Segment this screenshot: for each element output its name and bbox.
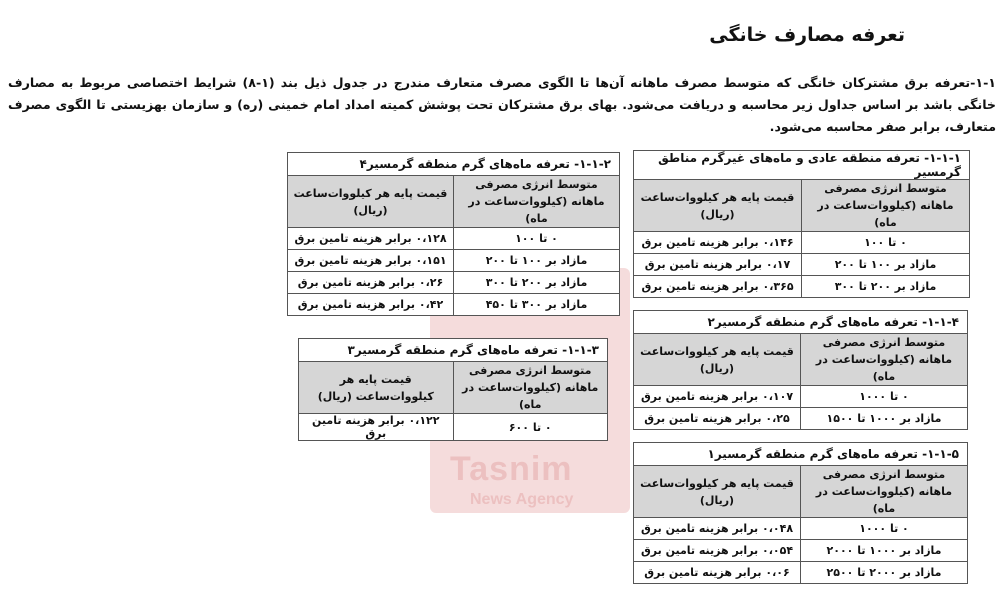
table-row: مازاد بر ۲۰۰۰ تا ۲۵۰۰ ۰،۰۶ برابر هزینه تا… — [633, 561, 968, 584]
table-row: ۰ تا ۱۰۰۰ ۰،۰۴۸ برابر هزینه تامین برق — [633, 517, 968, 540]
price-cell: ۰،۰۴۸ برابر هزینه تامین برق — [633, 517, 801, 540]
range-cell: ۰ تا ۱۰۰۰ — [800, 517, 968, 540]
price-cell: ۰،۰۵۴ برابر هزینه تامین برق — [633, 539, 801, 562]
price-cell: ۰،۱۷ برابر هزینه تامین برق — [633, 253, 802, 276]
price-cell: ۰،۰۶ برابر هزینه تامین برق — [633, 561, 801, 584]
range-cell: ۰ تا ۱۰۰ — [453, 227, 620, 250]
column-header: متوسط انرژی مصرفی ماهانه (کیلووات‌ساعت د… — [453, 175, 620, 228]
table-row: مازاد بر ۱۰۰۰ تا ۲۰۰۰ ۰،۰۵۴ برابر هزینه ت… — [633, 539, 968, 562]
price-cell: ۰،۱۲۸ برابر هزینه تامین برق — [287, 227, 454, 250]
watermark-text: Tasnim — [450, 450, 573, 488]
table-header-row: متوسط انرژی مصرفی ماهانه (کیلووات‌ساعت د… — [633, 465, 968, 518]
price-cell: ۰،۲۶ برابر هزینه تامین برق — [287, 271, 454, 294]
table-caption: ۱-۱-۵- تعرفه ماه‌های گرم منطقه گرمسیر۱ — [633, 442, 968, 466]
table-row: مازاد بر ۳۰۰ تا ۴۵۰ ۰،۴۲ برابر هزینه تامی… — [287, 293, 620, 316]
range-cell: مازاد بر ۲۰۰۰ تا ۲۵۰۰ — [800, 561, 968, 584]
price-cell: ۰،۱۴۶ برابر هزینه تامین برق — [633, 231, 802, 254]
range-cell: مازاد بر ۱۰۰ تا ۲۰۰ — [453, 249, 620, 272]
table-row: ۰ تا ۱۰۰۰ ۰،۱۰۷ برابر هزینه تامین برق — [633, 385, 968, 408]
table-row: مازاد بر ۲۰۰ تا ۳۰۰ ۰،۳۶۵ برابر هزینه تام… — [633, 275, 970, 298]
column-header: قیمت پایه هر کیلووات‌ساعت (ریال) — [287, 175, 454, 228]
range-cell: مازاد بر ۲۰۰ تا ۳۰۰ — [801, 275, 970, 298]
range-cell: مازاد بر ۱۰۰۰ تا ۱۵۰۰ — [800, 407, 968, 430]
table-row: مازاد بر ۲۰۰ تا ۳۰۰ ۰،۲۶ برابر هزینه تامی… — [287, 271, 620, 294]
page-title: تعرفه مصارف خانگی — [709, 24, 905, 46]
price-cell: ۰،۱۲۲ برابر هزینه تامین برق — [298, 413, 454, 441]
range-cell: ۰ تا ۶۰۰ — [452, 413, 608, 441]
table-header-row: متوسط انرژی مصرفی ماهانه (کیلووات‌ساعت د… — [633, 333, 968, 386]
tariff-table-t5: ۱-۱-۵- تعرفه ماه‌های گرم منطقه گرمسیر۱ مت… — [633, 442, 968, 584]
range-cell: ۰ تا ۱۰۰۰ — [800, 385, 968, 408]
table-caption: ۱-۱-۴- تعرفه ماه‌های گرم منطقه گرمسیر۲ — [633, 310, 968, 334]
table-caption: ۱-۱-۳- تعرفه ماه‌های گرم منطقه گرمسیر۳ — [298, 338, 608, 362]
table-row: مازاد بر ۱۰۰۰ تا ۱۵۰۰ ۰،۲۵ برابر هزینه تا… — [633, 407, 968, 430]
table-row: مازاد بر ۱۰۰ تا ۲۰۰ ۰،۱۷ برابر هزینه تامی… — [633, 253, 970, 276]
column-header: قیمت پایه هر کیلووات‌ساعت (ریال) — [633, 333, 801, 386]
table-row: مازاد بر ۱۰۰ تا ۲۰۰ ۰،۱۵۱ برابر هزینه تام… — [287, 249, 620, 272]
intro-paragraph: ۱-۱-تعرفه برق مشترکان خانگی که متوسط مصر… — [8, 75, 996, 134]
table-caption: ۱-۱-۲- تعرفه ماه‌های گرم منطقه گرمسیر۴ — [287, 152, 620, 176]
column-header: قیمت پایه هر کیلووات‌ساعت (ریال) — [633, 465, 801, 518]
range-cell: مازاد بر ۲۰۰ تا ۳۰۰ — [453, 271, 620, 294]
tariff-table-t3: ۱-۱-۳- تعرفه ماه‌های گرم منطقه گرمسیر۳ مت… — [298, 338, 608, 441]
table-caption: ۱-۱-۱- تعرفه منطقه عادی و ماه‌های غیرگرم… — [633, 150, 970, 180]
range-cell: مازاد بر ۳۰۰ تا ۴۵۰ — [453, 293, 620, 316]
price-cell: ۰،۱۰۷ برابر هزینه تامین برق — [633, 385, 801, 408]
range-cell: مازاد بر ۱۰۰۰ تا ۲۰۰۰ — [800, 539, 968, 562]
column-header: متوسط انرژی مصرفی ماهانه (کیلووات‌ساعت د… — [800, 333, 968, 386]
price-cell: ۰،۱۵۱ برابر هزینه تامین برق — [287, 249, 454, 272]
column-header: متوسط انرژی مصرفی ماهانه (کیلووات‌ساعت د… — [801, 179, 970, 232]
tariff-table-t2: ۱-۱-۲- تعرفه ماه‌های گرم منطقه گرمسیر۴ مت… — [287, 152, 620, 316]
tariff-table-t1: ۱-۱-۱- تعرفه منطقه عادی و ماه‌های غیرگرم… — [633, 150, 970, 298]
table-row: ۰ تا ۱۰۰ ۰،۱۴۶ برابر هزینه تامین برق — [633, 231, 970, 254]
table-row: ۰ تا ۶۰۰ ۰،۱۲۲ برابر هزینه تامین برق — [298, 413, 608, 441]
price-cell: ۰،۴۲ برابر هزینه تامین برق — [287, 293, 454, 316]
table-header-row: متوسط انرژی مصرفی ماهانه (کیلووات‌ساعت د… — [287, 175, 620, 228]
table-row: ۰ تا ۱۰۰ ۰،۱۲۸ برابر هزینه تامین برق — [287, 227, 620, 250]
tariff-table-t4: ۱-۱-۴- تعرفه ماه‌های گرم منطقه گرمسیر۲ مت… — [633, 310, 968, 430]
price-cell: ۰،۲۵ برابر هزینه تامین برق — [633, 407, 801, 430]
table-header-row: متوسط انرژی مصرفی ماهانه (کیلووات‌ساعت د… — [633, 179, 970, 232]
range-cell: ۰ تا ۱۰۰ — [801, 231, 970, 254]
watermark-subtext: News Agency — [470, 491, 574, 508]
column-header: قیمت پایه هر کیلووات‌ساعت (ریال) — [633, 179, 802, 232]
range-cell: مازاد بر ۱۰۰ تا ۲۰۰ — [801, 253, 970, 276]
column-header: متوسط انرژی مصرفی ماهانه (کیلووات‌ساعت د… — [800, 465, 968, 518]
price-cell: ۰،۳۶۵ برابر هزینه تامین برق — [633, 275, 802, 298]
column-header: قیمت پایه هر کیلووات‌ساعت (ریال) — [298, 361, 454, 414]
table-header-row: متوسط انرژی مصرفی ماهانه (کیلووات‌ساعت د… — [298, 361, 608, 414]
column-header: متوسط انرژی مصرفی ماهانه (کیلووات‌ساعت د… — [452, 361, 608, 414]
